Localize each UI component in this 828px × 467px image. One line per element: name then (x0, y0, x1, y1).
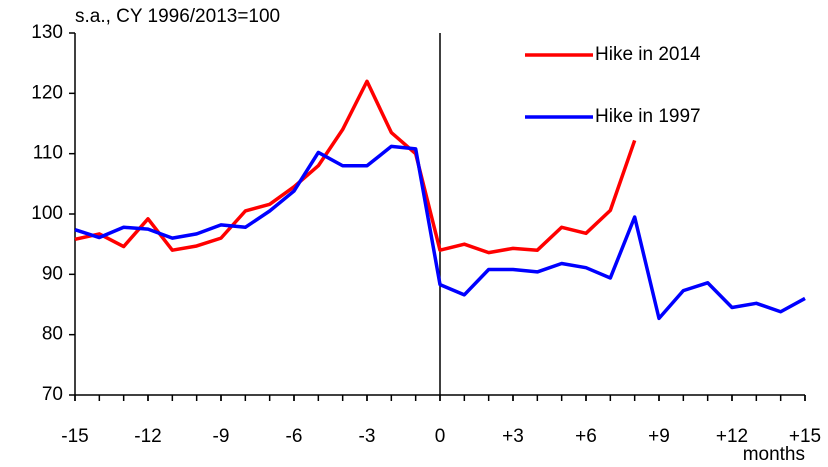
x-tick-label: +3 (502, 426, 524, 447)
x-tick-label: +12 (716, 426, 748, 447)
x-tick-label: -6 (286, 426, 303, 447)
y-tick-label: 70 (42, 384, 63, 405)
y-tick-label: 90 (42, 263, 63, 284)
series-line (74, 79, 637, 255)
legend-label: Hike in 1997 (595, 106, 701, 127)
y-tick-label: 130 (31, 22, 63, 43)
y-tick-label: 80 (42, 324, 63, 345)
x-tick-label: -3 (359, 426, 376, 447)
series-line (74, 144, 806, 321)
subtitle: s.a., CY 1996/2013=100 (75, 6, 280, 27)
x-axis-label: months (743, 444, 805, 465)
legend-label: Hike in 2014 (595, 44, 701, 65)
x-tick-label: 0 (435, 426, 446, 447)
x-tick-label: +15 (789, 426, 821, 447)
y-tick-label: 120 (31, 82, 63, 103)
y-tick-label: 110 (33, 143, 63, 164)
x-tick-label: -15 (61, 426, 88, 447)
x-tick-label: +9 (648, 426, 670, 447)
y-tick-label: 100 (31, 203, 63, 224)
x-tick-label: -9 (213, 426, 230, 447)
x-tick-label: +6 (575, 426, 597, 447)
x-tick-label: -12 (134, 426, 161, 447)
